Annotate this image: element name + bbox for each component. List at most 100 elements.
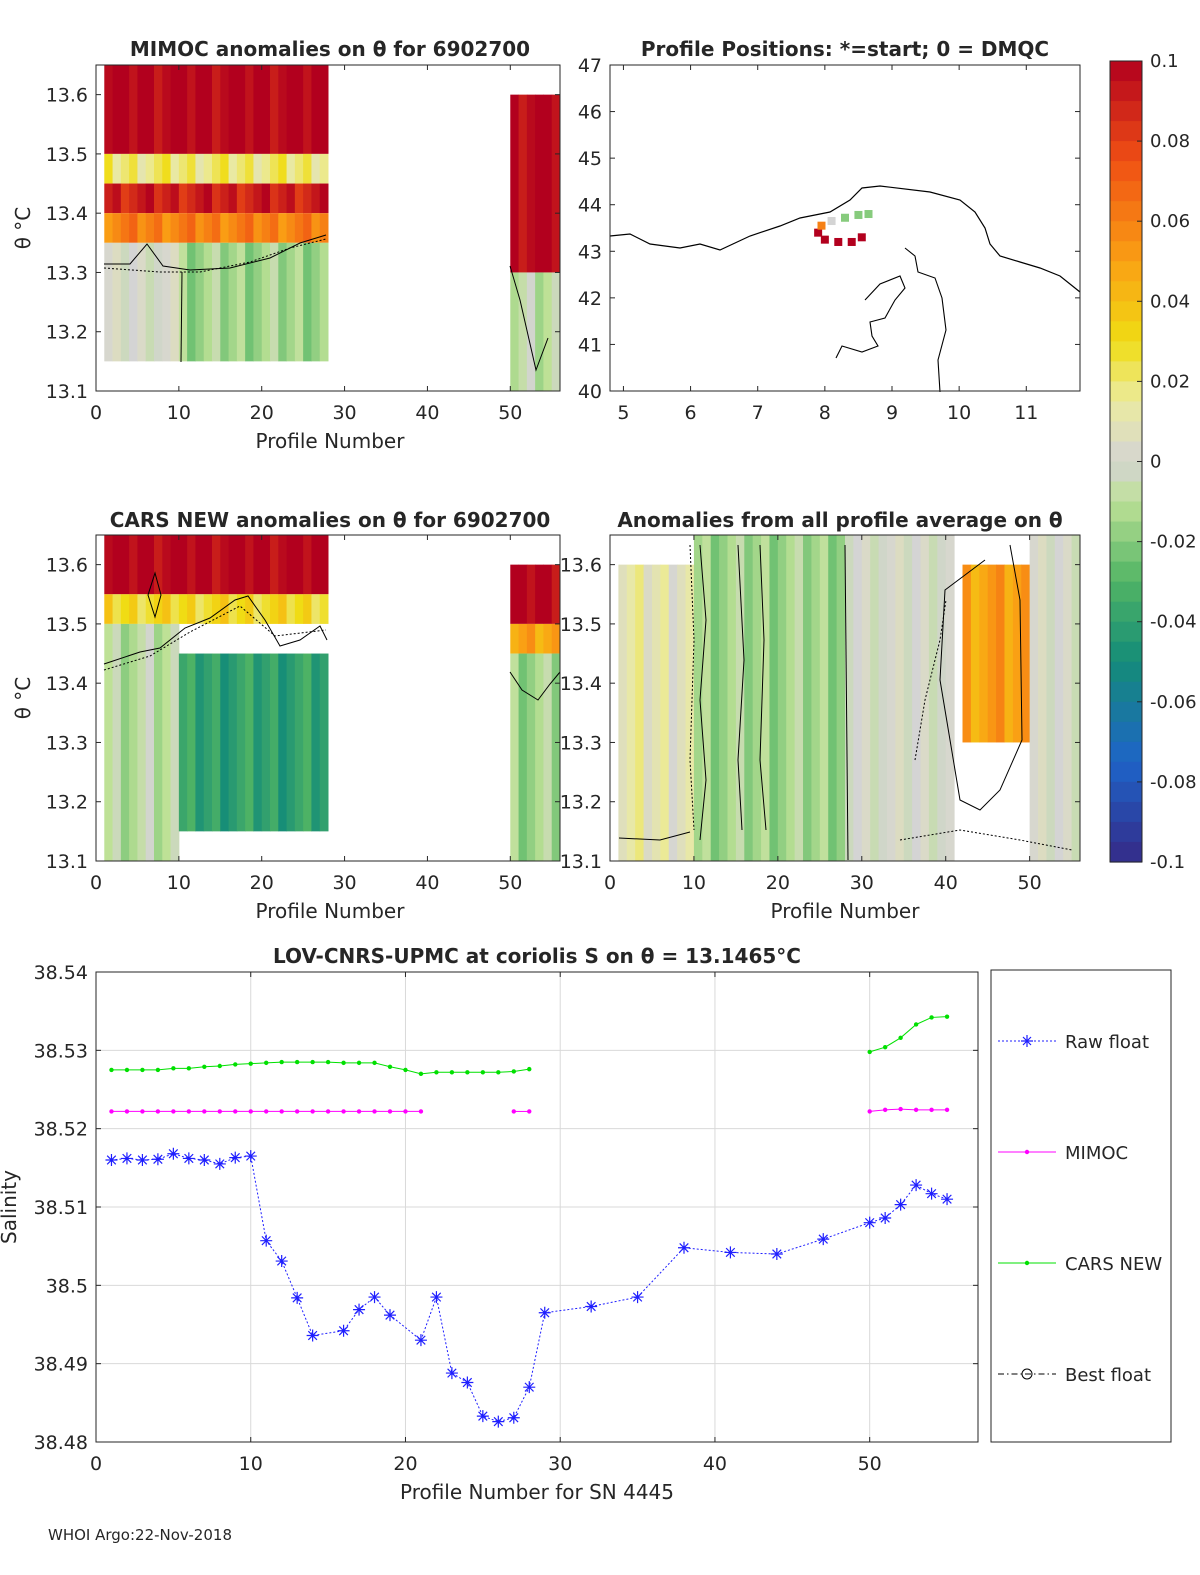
raw-float-point — [213, 1157, 226, 1170]
heatmap-cell — [761, 535, 770, 861]
y-tick-label: 13.3 — [46, 732, 88, 754]
legend-label-cars-new: CARS NEW — [1065, 1254, 1162, 1275]
x-tick-label: 30 — [332, 872, 356, 894]
x-tick-label: 10 — [239, 1453, 263, 1475]
avg-contour-6 — [939, 544, 1023, 811]
x-tick-label: 30 — [548, 1453, 572, 1475]
heatmap-cell — [203, 65, 213, 154]
mimoc-point — [124, 1109, 130, 1114]
heatmap-cell — [195, 653, 205, 832]
raw-float-point — [879, 1211, 892, 1224]
heatmap-cell — [319, 65, 329, 154]
heatmap-cell — [526, 94, 536, 273]
heatmap-cell — [752, 535, 762, 861]
y-tick-label: 46 — [578, 102, 602, 124]
colorbar-cell — [1110, 321, 1142, 342]
footer-text: WHOI Argo:22-Nov-2018 — [48, 1526, 232, 1544]
y-tick-label: 13.2 — [560, 792, 602, 814]
heatmap-cell — [710, 535, 720, 861]
heatmap-cell — [162, 623, 172, 861]
heatmap-cell — [861, 535, 871, 861]
colorbar-cell — [1110, 221, 1142, 242]
heatmap-cell — [178, 183, 188, 214]
y-tick-label: 42 — [578, 288, 602, 310]
raw-float-point — [925, 1187, 938, 1200]
positions-axes-ticks: 5 6 7 8 9 10 11 40 41 42 43 44 45 46 47 — [578, 55, 1080, 424]
heatmap-cell — [220, 535, 230, 595]
colorbar-tick-label: 0.06 — [1150, 211, 1190, 232]
heatmap-cell — [1029, 535, 1039, 861]
mimoc-point — [294, 1109, 300, 1114]
heatmap-cell — [261, 65, 271, 154]
heatmap-cell — [195, 183, 205, 214]
mimoc-point — [418, 1109, 424, 1114]
heatmap-cell — [303, 213, 312, 243]
avg-contour-3 — [737, 544, 745, 831]
heatmap-cell — [518, 272, 528, 391]
heatmap-cell — [945, 535, 955, 861]
track-point — [814, 228, 823, 237]
avg-xlabel: Profile Number — [771, 899, 921, 923]
mimoc-axes-ticks: 0 10 20 30 40 50 13.1 13.2 13.3 13.4 13.5 13.6 — [46, 65, 560, 424]
heatmap-cell — [668, 564, 678, 861]
heatmap-cell — [270, 594, 279, 624]
mimoc-anomaly-panel: 0 10 20 30 40 50 13.1 13.2 13.3 13.4 13.5 13.6 MIMO… — [11, 37, 561, 453]
y-tick-label: 13.5 — [560, 614, 602, 636]
heatmap-cell — [303, 65, 312, 154]
heatmap-cell — [727, 535, 737, 861]
x-tick-label: 50 — [498, 872, 522, 894]
heatmap-cell — [145, 183, 155, 214]
colorbar-cell — [1110, 781, 1142, 803]
heatmap-cell — [635, 564, 645, 861]
mimoc-point — [217, 1109, 222, 1114]
heatmap-cell — [245, 535, 254, 595]
salinity-legend: Raw float MIMOC CARS NEW Best float — [990, 969, 1172, 1443]
heatmap-cell — [319, 653, 329, 832]
y-tick-label: 13.1 — [560, 851, 602, 873]
colorbar-cell — [1110, 121, 1142, 142]
heatmap-cell — [154, 623, 163, 861]
heatmap-cell — [170, 183, 180, 214]
cars-new-point — [356, 1060, 362, 1066]
raw-float-point — [368, 1291, 381, 1304]
cars-new-point — [341, 1060, 346, 1066]
heatmap-cell — [278, 65, 288, 154]
heatmap-cell — [253, 65, 263, 154]
raw-float-point — [306, 1329, 319, 1342]
heatmap-cell — [120, 594, 130, 624]
mimoc-contour-line-vertical — [180, 271, 183, 363]
heatmap-cell — [154, 242, 163, 362]
mimoc-point — [527, 1109, 532, 1114]
heatmap-cell — [677, 564, 687, 861]
heatmap-cell — [137, 623, 147, 861]
series-line-mimoc — [869, 1108, 948, 1112]
x-tick-label: 20 — [393, 1453, 417, 1475]
raw-float-point — [136, 1154, 149, 1166]
cars-new-point — [496, 1070, 501, 1075]
mimoc-point — [186, 1109, 192, 1114]
heatmap-cell — [104, 594, 114, 624]
x-tick-label: 10 — [682, 872, 706, 894]
x-tick-label: 11 — [1014, 402, 1038, 424]
mimoc-point — [867, 1109, 872, 1114]
heatmap-cell — [551, 94, 561, 273]
heatmap-cell — [518, 623, 528, 654]
heatmap-cell — [220, 242, 230, 362]
colorbar-cell — [1110, 541, 1142, 563]
colorbar-cell — [1110, 101, 1142, 122]
track-point — [834, 237, 843, 246]
heatmap-cell — [996, 564, 1005, 743]
raw-float-point — [817, 1233, 830, 1246]
colorbar-cell — [1110, 681, 1142, 703]
y-tick-label: 38.54 — [34, 962, 88, 984]
cars-heatmap-cells — [104, 535, 561, 861]
mimoc-point — [310, 1109, 315, 1114]
colorbar-cell — [1110, 761, 1142, 783]
heatmap-cell — [535, 564, 544, 624]
heatmap-cell — [794, 535, 804, 861]
heatmap-cell — [236, 535, 246, 595]
heatmap-cell — [120, 242, 130, 362]
heatmap-cell — [719, 535, 728, 861]
heatmap-cell — [129, 65, 138, 154]
cars-new-point — [264, 1060, 269, 1066]
